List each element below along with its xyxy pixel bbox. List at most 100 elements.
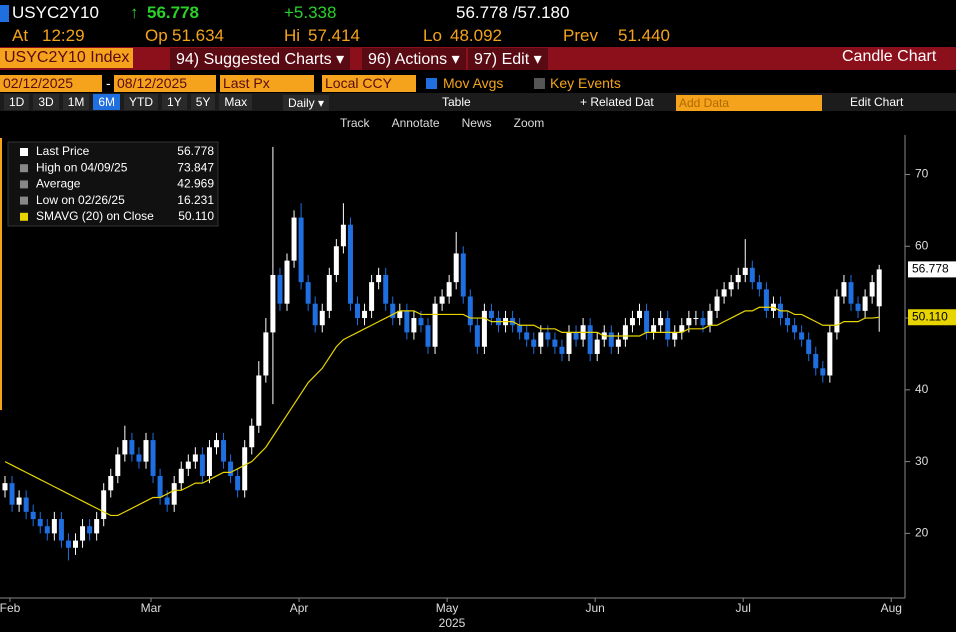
candle-body — [101, 490, 107, 520]
candle-body — [714, 296, 720, 311]
suggested-charts[interactable]: 94) Suggested Charts ▾ — [170, 48, 351, 70]
candle-body — [432, 303, 438, 347]
value-tag — [908, 309, 956, 326]
period-button[interactable]: 1D — [4, 94, 30, 110]
legend-icon — [20, 164, 28, 173]
tool-button[interactable]: Zoom — [513, 116, 545, 130]
actions[interactable]: 96) Actions ▾ — [362, 48, 466, 70]
candle-body — [94, 519, 100, 534]
x-tick-label: May — [436, 601, 459, 615]
tool-button[interactable]: Track — [340, 116, 370, 130]
candle-body — [80, 526, 86, 541]
candle-body — [129, 440, 135, 455]
start-date[interactable]: 02/12/2025 — [0, 75, 102, 92]
candle-body — [467, 296, 473, 326]
candle-body — [397, 310, 403, 319]
candle-body — [488, 310, 494, 319]
candle-body — [256, 375, 262, 426]
open: 51.634 — [172, 26, 224, 45]
candle-body — [735, 274, 741, 283]
candle-body — [2, 483, 8, 491]
mov-avgs[interactable]: Mov Avgs — [443, 75, 504, 91]
at-label: At — [12, 26, 29, 45]
legend-value: 50.110 — [178, 209, 214, 223]
candle-body — [700, 318, 706, 326]
field[interactable]: Last Px — [220, 75, 314, 92]
legend-value: 16.231 — [177, 193, 214, 207]
candle-body — [545, 332, 551, 340]
open-label: Op — [145, 26, 168, 45]
legend-label: Average — [36, 177, 81, 191]
period-button[interactable]: 5Y — [190, 94, 216, 110]
x-tick-label: Jul — [736, 601, 751, 615]
value-tag-label: 50.110 — [912, 309, 948, 323]
x-tick-label: Jun — [585, 601, 604, 615]
candle-body — [848, 282, 854, 304]
candle-body — [481, 310, 487, 347]
candle-body — [517, 325, 523, 333]
candle-body — [277, 274, 283, 304]
add-data[interactable]: Add Data — [676, 95, 822, 111]
y-tick-label: 30 — [915, 454, 929, 468]
candle-body — [136, 454, 142, 462]
period-button[interactable]: Max — [219, 94, 253, 110]
candle-body — [37, 519, 43, 527]
candle-body — [806, 339, 812, 354]
tool-button[interactable]: Annotate — [391, 116, 440, 130]
candle-body — [672, 332, 678, 340]
legend-value: 73.847 — [177, 160, 214, 174]
period-button[interactable]: 1Y — [162, 94, 187, 110]
table[interactable]: Table — [442, 95, 471, 109]
candle-body — [531, 339, 537, 347]
tool-button[interactable]: News — [461, 116, 492, 130]
candle-body — [792, 325, 798, 333]
candle-body — [199, 454, 205, 476]
low-label: Lo — [423, 26, 442, 45]
key-events[interactable]: Key Events — [550, 75, 621, 91]
candle-body — [23, 497, 29, 512]
candle-body — [171, 483, 177, 505]
candle-body — [115, 454, 121, 476]
candle-body — [665, 318, 671, 340]
period-button[interactable]: 3D — [33, 94, 59, 110]
period-button[interactable]: 1M — [62, 94, 90, 110]
legend-icon — [20, 212, 28, 221]
chart-type: Candle Chart — [842, 48, 937, 65]
y-tick-label: 70 — [915, 167, 929, 181]
legend-value: 42.969 — [177, 177, 214, 191]
x-tick-label: Apr — [290, 601, 309, 615]
candle-body — [73, 540, 78, 548]
candle-body — [235, 475, 241, 491]
period-button[interactable]: 6M — [93, 94, 121, 110]
legend-icon — [20, 180, 28, 189]
candle-body — [30, 511, 36, 520]
legend-icon — [20, 148, 28, 156]
frequency[interactable]: Daily ▾ — [283, 95, 330, 111]
legend-value: 56.778 — [177, 144, 214, 158]
prev-label: Prev — [563, 26, 598, 45]
candle-body — [284, 260, 290, 304]
legend-label: High on 04/09/25 — [36, 160, 128, 174]
candle-body — [249, 425, 255, 448]
candle-body — [333, 246, 339, 275]
candle-body — [305, 282, 311, 304]
edit[interactable]: 97) Edit ▾ — [468, 48, 548, 70]
year-label: 2025 — [439, 616, 466, 630]
security[interactable]: USYC2Y10 Index — [0, 48, 134, 68]
candle-body — [58, 519, 64, 541]
candle-body — [573, 332, 579, 340]
candle-body — [453, 253, 459, 283]
end-date[interactable]: 08/12/2025 — [114, 75, 216, 92]
related-data[interactable]: + Related Dat — [580, 95, 654, 109]
candle-body — [214, 440, 219, 448]
currency[interactable]: Local CCY — [322, 75, 416, 92]
candle-body — [622, 325, 628, 340]
checkbox[interactable] — [534, 78, 545, 89]
candle-body — [298, 217, 304, 283]
candle-body — [587, 325, 593, 354]
candle-body — [418, 318, 424, 326]
edit-chart[interactable]: Edit Chart — [850, 95, 904, 109]
candle-body — [785, 318, 791, 326]
period-button[interactable]: YTD — [124, 94, 159, 110]
checkbox[interactable] — [426, 78, 437, 89]
